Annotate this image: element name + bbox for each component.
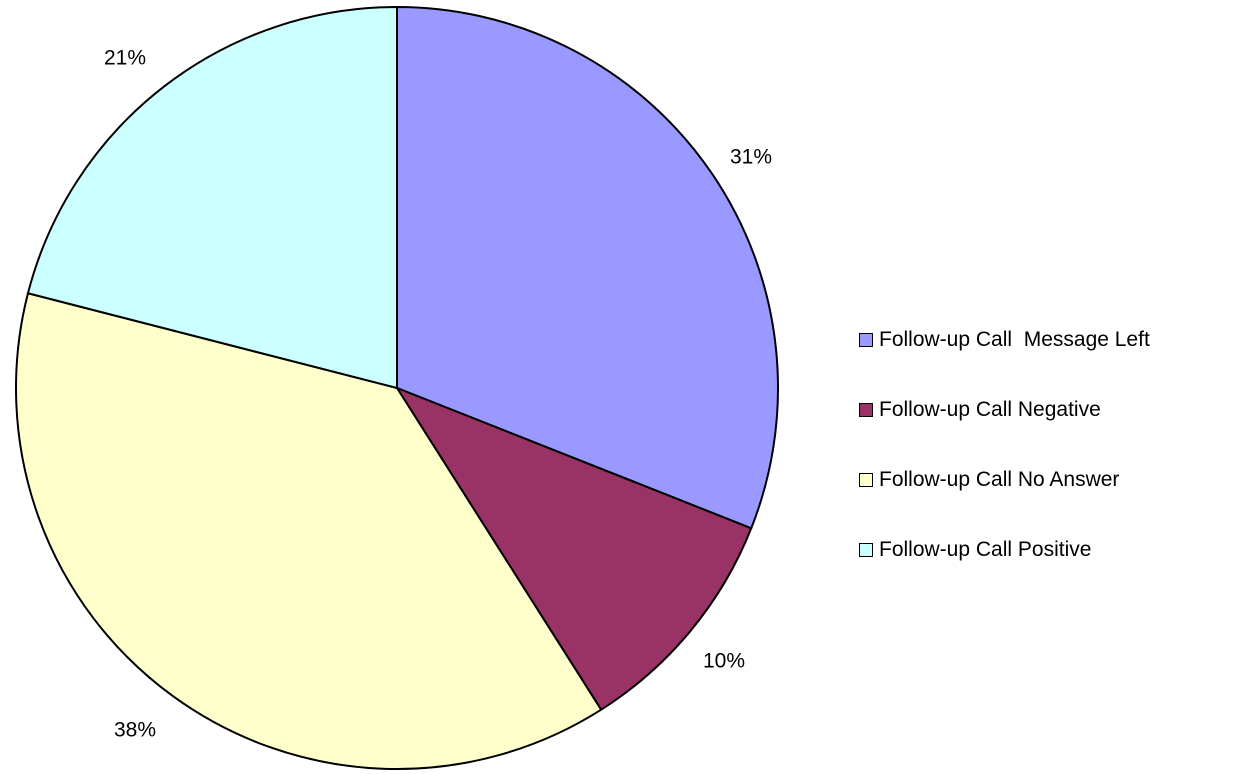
data-label: 10% (703, 650, 745, 673)
pie-slices (15, 6, 779, 770)
legend-label: Follow-up Call Message Left (879, 328, 1150, 351)
legend-item-message-left: Follow-up Call Message Left (859, 326, 1150, 354)
legend-swatch (859, 543, 873, 557)
legend-item-negative: Follow-up Call Negative (859, 396, 1150, 424)
data-label: 21% (104, 47, 146, 70)
legend-item-no-answer: Follow-up Call No Answer (859, 466, 1150, 494)
legend-item-positive: Follow-up Call Positive (859, 536, 1150, 564)
slice-message-left (396, 6, 779, 530)
legend-swatch (859, 403, 873, 417)
pie-labels: 31% 10% 38% 21% (104, 47, 772, 742)
slice-no-answer (15, 292, 603, 770)
legend-swatch (859, 333, 873, 347)
legend: Follow-up Call Message Left Follow-up Ca… (859, 326, 1150, 606)
legend-label: Follow-up Call Positive (879, 538, 1092, 561)
legend-label: Follow-up Call No Answer (879, 468, 1120, 491)
legend-swatch (859, 473, 873, 487)
legend-label: Follow-up Call Negative (879, 398, 1101, 421)
data-label: 31% (730, 146, 772, 169)
data-label: 38% (114, 719, 156, 742)
slice-positive (26, 6, 398, 389)
slice-negative (396, 387, 753, 711)
